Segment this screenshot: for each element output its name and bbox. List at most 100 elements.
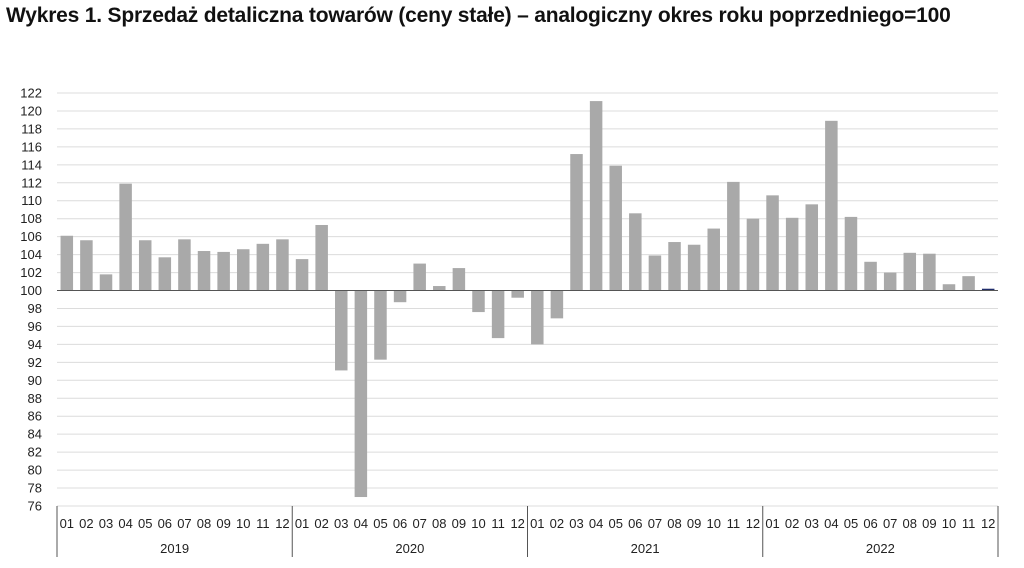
chart-title: Wykres 1. Sprzedaż detaliczna towarów (c… [6, 4, 951, 27]
y-tick-label: 104 [20, 247, 42, 262]
bar [138, 240, 152, 291]
year-label: 2019 [160, 541, 189, 556]
month-tick-label: 05 [844, 516, 858, 531]
y-tick-label: 88 [28, 391, 42, 406]
bar [766, 195, 779, 291]
month-tick-label: 05 [608, 516, 622, 531]
bar [236, 249, 250, 291]
month-tick-label: 05 [138, 516, 152, 531]
bar [687, 244, 701, 291]
month-tick-label: 08 [667, 516, 681, 531]
y-tick-label: 120 [20, 103, 42, 118]
month-tick-label: 04 [118, 516, 132, 531]
month-tick-label: 12 [981, 516, 995, 531]
bar [589, 101, 603, 291]
month-tick-label: 05 [373, 516, 387, 531]
month-tick-label: 09 [452, 516, 466, 531]
month-tick-label: 11 [727, 516, 741, 531]
bar [923, 253, 936, 291]
bar [217, 251, 230, 291]
bar [746, 218, 760, 291]
y-tick-label: 78 [28, 481, 42, 496]
month-tick-label: 12 [275, 516, 289, 531]
month-tick-label: 12 [510, 516, 524, 531]
month-tick-label: 10 [236, 516, 250, 531]
bar [981, 288, 995, 291]
bar [80, 240, 93, 291]
bar [452, 268, 466, 291]
bar [413, 263, 426, 291]
month-tick-label: 02 [314, 516, 328, 531]
bar [158, 257, 172, 291]
y-tick-label: 84 [28, 427, 42, 442]
bar [844, 216, 858, 291]
bar [629, 213, 642, 291]
bar [256, 243, 270, 291]
bars [60, 101, 995, 498]
month-tick-label: 06 [628, 516, 642, 531]
bar [491, 290, 505, 339]
grid-lines [57, 92, 998, 507]
bar [531, 290, 544, 345]
bar [60, 235, 74, 291]
y-tick-label: 116 [21, 139, 42, 154]
bar [374, 290, 387, 360]
bar [315, 224, 328, 291]
bar [472, 290, 485, 313]
y-tick-label: 90 [28, 373, 42, 388]
month-tick-label: 03 [569, 516, 583, 531]
month-tick-label: 07 [648, 516, 662, 531]
bar [393, 290, 407, 303]
month-tick-label: 06 [158, 516, 172, 531]
y-tick-label: 86 [28, 409, 42, 424]
month-tick-label: 01 [295, 516, 309, 531]
month-tick-label: 07 [883, 516, 897, 531]
y-tick-label: 112 [21, 175, 42, 190]
month-tick-label: 04 [354, 516, 368, 531]
month-tick-label: 10 [707, 516, 721, 531]
month-tick-label: 03 [334, 516, 348, 531]
bar [942, 284, 956, 291]
y-tick-label: 108 [20, 211, 42, 226]
bar [99, 274, 113, 291]
bar [805, 204, 819, 291]
y-tick-label: 114 [21, 157, 42, 172]
bar [785, 217, 799, 291]
y-tick-label: 118 [21, 121, 42, 136]
y-tick-label: 102 [20, 265, 42, 280]
month-tick-label: 09 [216, 516, 230, 531]
bar [648, 255, 662, 291]
y-tick-label: 82 [28, 445, 42, 460]
bar [903, 252, 917, 291]
month-tick-label: 08 [197, 516, 211, 531]
month-tick-label: 06 [863, 516, 877, 531]
year-label: 2020 [395, 541, 424, 556]
bar [178, 239, 191, 291]
month-tick-label: 03 [805, 516, 819, 531]
month-tick-label: 01 [530, 516, 544, 531]
month-tick-label: 06 [393, 516, 407, 531]
bar [354, 290, 368, 498]
month-tick-label: 11 [491, 516, 505, 531]
bar [825, 120, 838, 291]
y-tick-label: 106 [20, 229, 42, 244]
bar [433, 286, 446, 291]
month-tick-label: 02 [79, 516, 93, 531]
month-tick-label: 08 [903, 516, 917, 531]
month-tick-label: 04 [824, 516, 838, 531]
bar [570, 154, 583, 291]
bar [197, 251, 211, 291]
bar [295, 259, 309, 291]
month-tick-label: 10 [471, 516, 485, 531]
bar [962, 276, 975, 291]
y-tick-label: 94 [28, 337, 42, 352]
month-tick-label: 12 [746, 516, 760, 531]
month-tick-label: 02 [550, 516, 564, 531]
month-tick-label: 11 [256, 516, 270, 531]
year-label: 2021 [631, 541, 660, 556]
y-tick-label: 92 [28, 355, 42, 370]
bar [707, 228, 720, 291]
bar [883, 272, 897, 291]
year-label: 2022 [866, 541, 895, 556]
y-tick-label: 100 [20, 283, 42, 298]
